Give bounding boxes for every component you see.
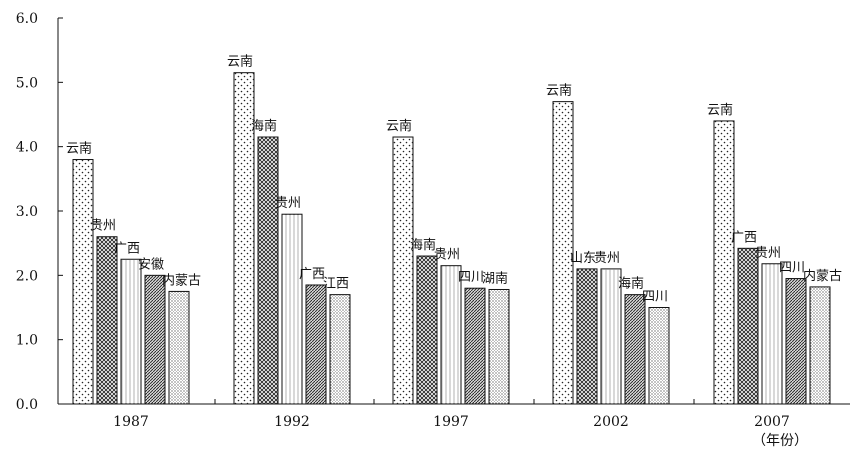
bar-label: 山东 [570,251,596,266]
y-tick-label: 1.0 [16,333,38,349]
bar-label: 云南 [227,54,253,70]
bar-label: 四川 [642,290,668,305]
bar [72,159,94,405]
bar-label: 海南 [251,118,277,134]
bar-label: 江西 [323,277,349,292]
bar [329,294,351,405]
bar [168,290,190,405]
bar-label: 云南 [546,83,572,99]
bar-label: 四川 [779,261,805,276]
bar-label: 广西 [731,230,757,245]
bar-label: 贵州 [755,246,781,261]
x-category-label: 2007 [754,414,790,430]
bar-label: 广西 [299,267,325,282]
bar [809,286,831,405]
bar [737,247,759,405]
bar [233,72,255,405]
y-tick-label: 3.0 [16,204,38,220]
x-category-label: 1997 [433,414,469,430]
y-tick-label: 5.0 [16,75,38,91]
bar-label: 湖南 [482,270,508,286]
bar [144,274,166,405]
bar [552,101,574,405]
y-tick-label: 0.0 [16,397,38,413]
bar [281,213,303,405]
x-category-label: 1992 [274,414,310,430]
y-tick-label: 2.0 [16,268,38,284]
bar [761,263,783,405]
bar-groups: 云南贵州广西安徽内蒙古1987云南海南贵州广西江西1992云南海南贵州四川湖南1… [66,54,842,430]
bar-label: 云南 [707,102,733,118]
bar-label: 云南 [386,118,412,134]
bar-label: 云南 [66,141,92,157]
bar-label: 贵州 [434,248,460,263]
y-tick-label: 4.0 [16,140,38,156]
bar [257,136,279,405]
bar [416,255,438,405]
bar [576,268,598,405]
bar-label: 贵州 [594,251,620,266]
x-category-label: 2002 [593,414,629,430]
bar [440,265,462,405]
bar [713,120,735,405]
bar [624,294,646,405]
bar [120,258,142,405]
y-axis: 0.0 1.0 2.0 3.0 4.0 5.0 6.0 [16,11,63,413]
bar-label: 四川 [458,270,484,285]
x-axis-unit-label: （年份） [752,433,808,449]
bar-label: 海南 [618,276,644,292]
bar-label: 贵州 [275,196,301,211]
bar-label: 海南 [410,237,436,253]
bar-label: 贵州 [90,219,116,234]
y-tick-label: 6.0 [16,11,38,27]
bar-label: 广西 [114,241,140,256]
bar [648,307,670,405]
bar [464,287,486,405]
x-category-label: 1987 [113,414,149,430]
bar-label: 内蒙古 [162,272,201,288]
bar-label: 内蒙古 [803,268,842,284]
bar [785,278,807,405]
bar [392,136,414,405]
bar [488,288,510,405]
bar-label: 安徽 [138,257,164,272]
bar [600,268,622,405]
bar [96,236,118,405]
bar [305,284,327,405]
